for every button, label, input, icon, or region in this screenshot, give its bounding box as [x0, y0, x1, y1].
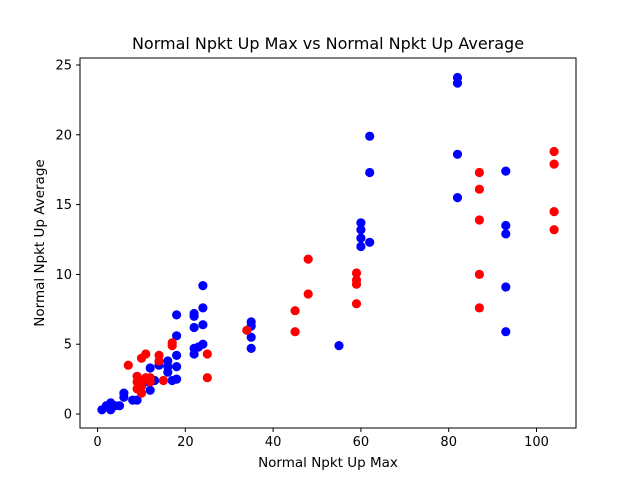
x-tick-label: 80 [440, 435, 457, 450]
data-point-series-1 [198, 339, 208, 349]
data-point-series-1 [145, 363, 155, 373]
data-point-series-1 [356, 233, 366, 243]
data-point-series-1 [246, 332, 256, 342]
data-point-series-1 [246, 343, 256, 353]
y-tick-label: 10 [55, 268, 72, 283]
y-axis-label: Normal Npkt Up Average [32, 159, 48, 326]
data-point-series-1 [501, 220, 511, 231]
data-point-series-1 [172, 310, 182, 320]
data-point-series-1 [172, 374, 182, 384]
data-point-series-1 [356, 225, 366, 235]
data-point-series-2 [136, 388, 147, 398]
x-tick-label: 100 [524, 435, 549, 450]
data-point-series-2 [549, 225, 559, 235]
y-tick-label: 25 [55, 58, 72, 73]
data-point-series-1 [501, 327, 511, 337]
x-tick-label: 60 [353, 435, 370, 450]
data-point-series-2 [202, 373, 212, 383]
data-point-series-2 [549, 159, 559, 169]
data-point-series-2 [290, 327, 300, 337]
data-point-series-1 [365, 167, 375, 178]
data-point-series-1 [452, 149, 463, 159]
data-point-series-2 [303, 289, 313, 299]
data-point-series-2 [351, 299, 362, 309]
data-point-series-1 [172, 331, 182, 341]
x-tick-label: 40 [265, 435, 282, 450]
data-point-series-1 [365, 131, 375, 141]
plot-area [80, 58, 576, 428]
data-point-series-1 [198, 320, 208, 330]
data-point-series-1 [452, 193, 463, 203]
data-point-series-2 [474, 269, 484, 279]
data-points [97, 72, 559, 415]
data-point-series-1 [501, 166, 511, 176]
x-axis-label: Normal Npkt Up Max [258, 455, 398, 471]
data-point-series-1 [163, 367, 173, 377]
data-point-series-2 [242, 325, 252, 335]
y-axis-ticks: 0 5 10 15 20 25 [55, 58, 80, 423]
data-point-series-1 [356, 218, 366, 228]
x-tick-label: 20 [177, 435, 194, 450]
data-point-series-2 [549, 146, 559, 157]
data-point-series-2 [474, 167, 484, 178]
plot-frame [79, 57, 577, 429]
data-point-series-2 [351, 275, 362, 285]
data-point-series-1 [172, 362, 182, 372]
data-point-series-1 [246, 317, 256, 327]
data-point-series-2 [158, 375, 168, 386]
data-point-series-2 [351, 268, 362, 278]
data-point-series-2 [202, 349, 212, 359]
data-point-series-1 [501, 282, 511, 292]
data-point-series-1 [189, 322, 199, 333]
data-point-series-1 [356, 241, 366, 252]
data-point-series-1 [119, 392, 129, 402]
data-point-series-1 [172, 350, 182, 360]
data-point-series-2 [474, 303, 484, 313]
y-tick-label: 0 [64, 408, 72, 423]
data-point-series-1 [132, 395, 142, 405]
data-point-series-1 [145, 385, 155, 395]
data-point-series-1 [198, 303, 208, 313]
data-point-series-1 [501, 229, 511, 239]
data-point-series-2 [145, 373, 155, 383]
data-point-series-1 [198, 281, 208, 291]
data-point-series-2 [167, 338, 177, 348]
data-point-series-1 [114, 401, 125, 411]
x-axis-ticks: 0 20 40 60 80 100 [93, 428, 549, 450]
x-tick-label: 0 [93, 435, 101, 450]
y-tick-label: 15 [55, 198, 72, 213]
data-point-series-2 [141, 349, 151, 359]
data-point-series-2 [474, 215, 484, 225]
data-point-series-1 [189, 308, 199, 319]
data-point-series-1 [452, 72, 463, 83]
chart-title: Normal Npkt Up Max vs Normal Npkt Up Ave… [132, 34, 524, 53]
data-point-series-2 [123, 360, 133, 370]
data-point-series-2 [549, 207, 559, 217]
data-point-series-2 [303, 254, 313, 264]
y-tick-label: 5 [64, 338, 72, 353]
data-point-series-1 [365, 237, 375, 247]
data-point-series-2 [290, 306, 300, 316]
data-point-series-2 [474, 184, 484, 194]
y-tick-label: 20 [55, 128, 72, 143]
data-point-series-1 [334, 341, 344, 351]
data-point-series-2 [154, 350, 164, 360]
